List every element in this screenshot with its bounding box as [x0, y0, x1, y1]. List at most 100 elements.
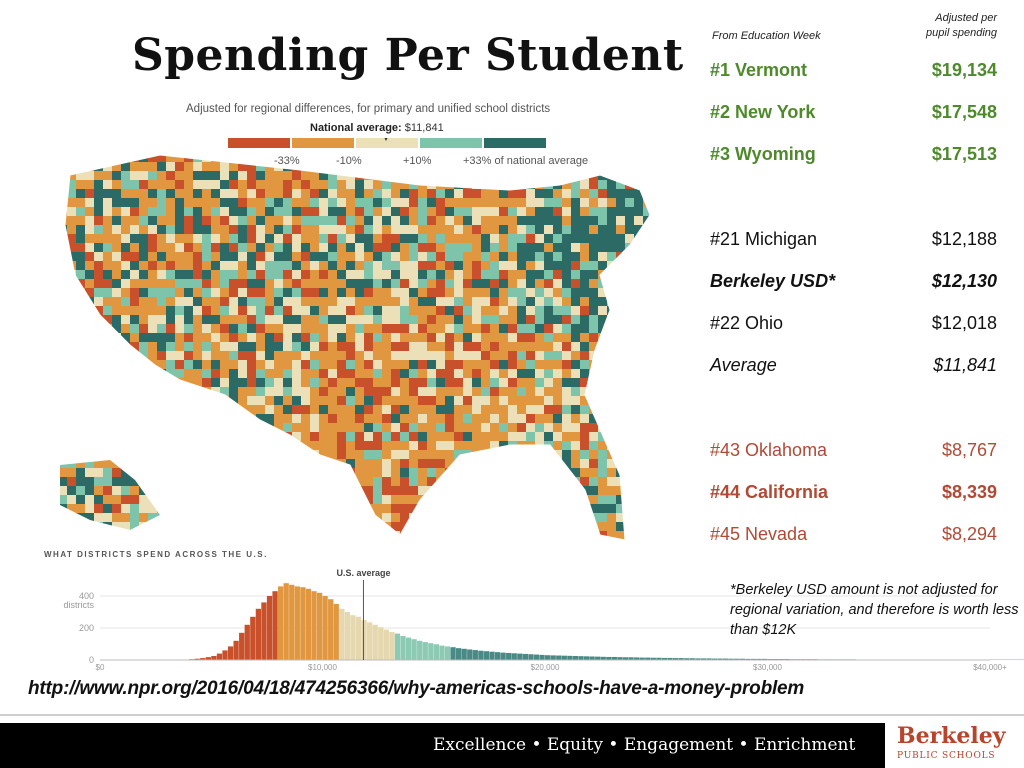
histogram-bar — [650, 657, 656, 660]
national-average: National average: $11,841 — [310, 122, 444, 134]
histogram-bar — [355, 616, 362, 660]
rank-value: $17,548 — [931, 102, 997, 122]
rankings-column-header: Adjusted per pupil spending — [880, 11, 997, 41]
histogram-bar — [367, 622, 373, 660]
histogram-bar — [261, 602, 267, 660]
histogram-bar — [583, 656, 590, 660]
us-spending-map — [60, 154, 651, 541]
legend-swatch-3 — [420, 138, 482, 148]
histogram-bar — [339, 608, 345, 660]
histogram-bar — [227, 646, 234, 660]
rank-row: #45 Nevada $8,294 — [710, 524, 997, 550]
histogram-bar — [417, 640, 423, 660]
histogram-bar — [222, 650, 228, 660]
rank-row: #2 New York $17,548 — [710, 102, 997, 128]
histogram-bar — [433, 644, 440, 660]
histogram-bar — [333, 604, 339, 660]
histogram-bar — [734, 658, 740, 660]
histogram-bar — [350, 615, 356, 660]
column-header-line-1: Adjusted per — [935, 12, 997, 24]
rank-value: $12,188 — [931, 229, 997, 249]
histogram-bar — [728, 658, 734, 660]
histogram-bar — [300, 587, 306, 660]
logo-background — [885, 723, 1024, 768]
histogram-bar — [567, 655, 573, 660]
histogram-bar — [489, 651, 495, 660]
histogram-bar — [684, 658, 690, 660]
map-outline — [64, 154, 651, 541]
national-average-value: $11,841 — [404, 122, 444, 134]
rank-row: #1 Vermont $19,134 — [710, 60, 997, 86]
rank-label: #44 California — [710, 482, 829, 502]
histogram-bar — [700, 658, 707, 660]
histogram-bar — [600, 656, 606, 660]
rank-label: #3 Wyoming — [710, 144, 816, 164]
histogram-bar — [383, 629, 389, 660]
histogram-bar — [595, 656, 601, 660]
histogram-bar — [745, 658, 751, 660]
map-legend — [228, 138, 546, 148]
rank-value: $19,134 — [931, 60, 997, 80]
histogram-bar — [528, 654, 534, 660]
rank-value: $12,018 — [931, 313, 997, 333]
histogram-bar — [589, 656, 595, 660]
histogram-bar — [244, 624, 250, 660]
histogram-bar — [511, 653, 517, 660]
histogram-bar — [678, 658, 684, 660]
histogram-bar — [550, 655, 556, 660]
national-average-label: National average: — [310, 122, 402, 134]
histogram-bar — [467, 649, 473, 660]
histogram-bar — [606, 656, 612, 660]
map-subtitle: Adjusted for regional differences, for p… — [186, 103, 551, 115]
histogram-bar — [328, 599, 334, 660]
histogram-bar — [361, 620, 367, 660]
y-tick-label: 400 — [79, 591, 94, 601]
histogram-bar — [706, 658, 712, 660]
rank-value: $8,294 — [941, 524, 997, 544]
histogram-bar — [750, 658, 757, 660]
histogram-bar — [278, 586, 284, 660]
rank-label: #22 Ohio — [710, 313, 784, 333]
histogram-bar — [761, 658, 768, 660]
histogram-bar — [517, 653, 523, 660]
histogram-bar — [305, 588, 312, 660]
histogram-bar — [478, 650, 484, 660]
histogram-bar — [378, 627, 384, 660]
histogram-bar — [756, 658, 762, 660]
rank-label: #43 Oklahoma — [710, 440, 828, 460]
histogram-bar — [572, 656, 579, 660]
histogram-bar — [522, 653, 529, 660]
average-label: U.S. average — [336, 568, 390, 578]
y-axis-label: districts — [63, 600, 94, 610]
legend-swatch-1 — [292, 138, 354, 148]
page-title: Spending Per Student — [132, 30, 684, 81]
legend-label-1: -10% — [336, 155, 362, 167]
rank-value: $11,841 — [933, 355, 997, 375]
rank-label: #2 New York — [710, 102, 816, 122]
histogram-bar — [622, 657, 629, 660]
histogram-bar — [322, 596, 328, 660]
histogram-bar — [372, 624, 378, 660]
rank-label: Berkeley USD* — [710, 271, 836, 291]
legend-label-0: -33% — [274, 155, 300, 167]
histogram-bar — [344, 612, 351, 660]
histogram-bar — [578, 656, 584, 660]
histogram-bar — [255, 608, 262, 660]
histogram-bar — [539, 654, 545, 660]
histogram-bar — [695, 658, 701, 660]
histogram-bar — [200, 658, 206, 660]
rank-value: $17,513 — [931, 144, 997, 164]
histogram-bar — [639, 657, 645, 660]
histogram-bar — [672, 658, 679, 660]
histogram-bar — [400, 636, 406, 660]
histogram-bar — [461, 648, 467, 660]
source-url[interactable]: http://www.npr.org/2016/04/18/474256366/… — [28, 678, 805, 699]
histogram-bar — [294, 586, 300, 660]
x-tick-label: $10,000 — [308, 663, 337, 672]
histogram-bar — [634, 657, 640, 660]
histogram-bar — [439, 645, 445, 660]
rank-value: $8,339 — [941, 482, 997, 502]
y-tick-label: 0 — [89, 655, 94, 665]
rank-label: #1 Vermont — [710, 60, 808, 80]
